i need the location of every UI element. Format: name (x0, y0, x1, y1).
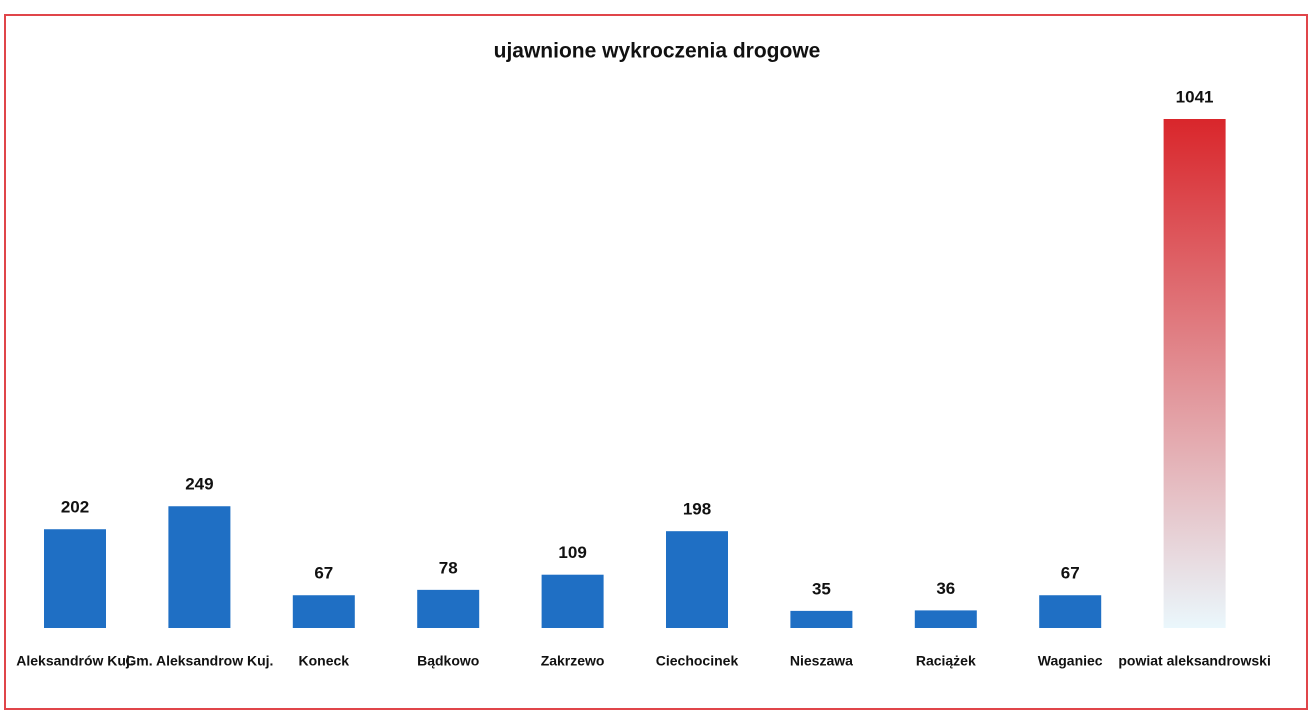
value-label: 67 (1061, 564, 1080, 583)
x-tick-label: Gm. Aleksandrow Kuj. (125, 653, 273, 669)
bar (541, 574, 604, 628)
x-tick-label: Koneck (299, 653, 350, 669)
value-label: 1041 (1176, 87, 1214, 106)
bar (44, 529, 106, 628)
chart-title: ujawnione wykroczenia drogowe (494, 40, 821, 63)
value-label: 67 (314, 564, 333, 583)
bar (292, 595, 355, 628)
value-label: 109 (558, 543, 586, 562)
value-label: 36 (936, 579, 955, 598)
x-tick-label: Waganiec (1038, 653, 1103, 669)
value-label: 249 (185, 475, 213, 494)
x-tick-label: Zakrzewo (541, 653, 605, 669)
x-tick-label: Raciążek (916, 653, 976, 669)
value-label: 78 (439, 558, 458, 577)
x-tick-label: Nieszawa (790, 653, 853, 669)
bar (914, 610, 977, 628)
bar (790, 610, 853, 628)
x-tick-label: Ciechocinek (656, 653, 739, 669)
x-tick-label: Bądkowo (417, 653, 479, 669)
bar (1039, 595, 1102, 628)
bar (168, 506, 231, 628)
x-tick-label: Aleksandrów Kuj. (16, 653, 133, 669)
value-label: 198 (683, 500, 711, 519)
x-tick-label: powiat aleksandrowski (1118, 653, 1271, 669)
value-label: 35 (812, 579, 831, 598)
bar (1163, 119, 1226, 628)
bar (666, 531, 728, 628)
value-label: 202 (61, 498, 89, 517)
bar (417, 589, 480, 628)
